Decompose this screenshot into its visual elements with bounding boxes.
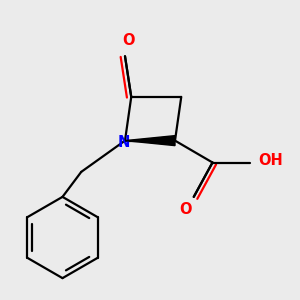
Text: N: N [117, 135, 130, 150]
Text: O: O [122, 33, 134, 48]
Text: OH: OH [258, 153, 283, 168]
Text: O: O [180, 202, 192, 217]
Polygon shape [125, 136, 175, 146]
